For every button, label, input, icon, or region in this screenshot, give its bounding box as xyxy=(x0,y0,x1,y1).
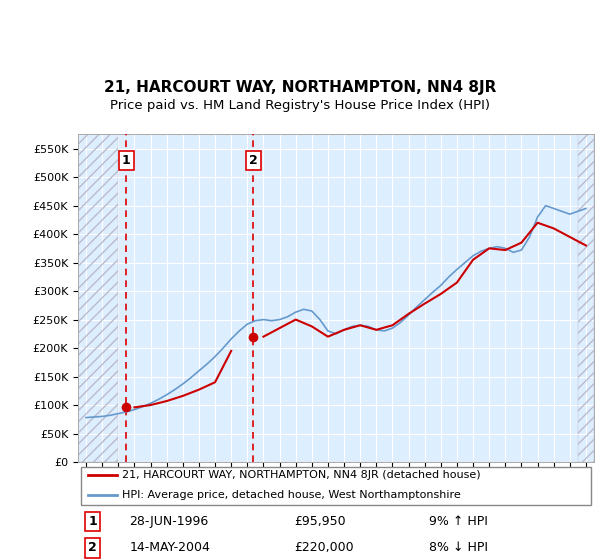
Text: 21, HARCOURT WAY, NORTHAMPTON, NN4 8JR (detached house): 21, HARCOURT WAY, NORTHAMPTON, NN4 8JR (… xyxy=(122,470,481,480)
Text: £95,950: £95,950 xyxy=(295,515,346,528)
Text: 1: 1 xyxy=(122,154,131,167)
Text: 8% ↓ HPI: 8% ↓ HPI xyxy=(429,542,488,554)
Text: £220,000: £220,000 xyxy=(295,542,355,554)
Text: HPI: Average price, detached house, West Northamptonshire: HPI: Average price, detached house, West… xyxy=(122,490,461,500)
Text: 21, HARCOURT WAY, NORTHAMPTON, NN4 8JR: 21, HARCOURT WAY, NORTHAMPTON, NN4 8JR xyxy=(104,80,496,95)
Text: 1: 1 xyxy=(88,515,97,528)
Bar xyxy=(578,134,594,462)
Text: 9% ↑ HPI: 9% ↑ HPI xyxy=(429,515,488,528)
Bar xyxy=(78,134,118,462)
Text: 28-JUN-1996: 28-JUN-1996 xyxy=(130,515,209,528)
FancyBboxPatch shape xyxy=(80,467,592,505)
Text: 14-MAY-2004: 14-MAY-2004 xyxy=(130,542,211,554)
Text: Price paid vs. HM Land Registry's House Price Index (HPI): Price paid vs. HM Land Registry's House … xyxy=(110,99,490,112)
Text: 2: 2 xyxy=(88,542,97,554)
Text: 2: 2 xyxy=(249,154,257,167)
